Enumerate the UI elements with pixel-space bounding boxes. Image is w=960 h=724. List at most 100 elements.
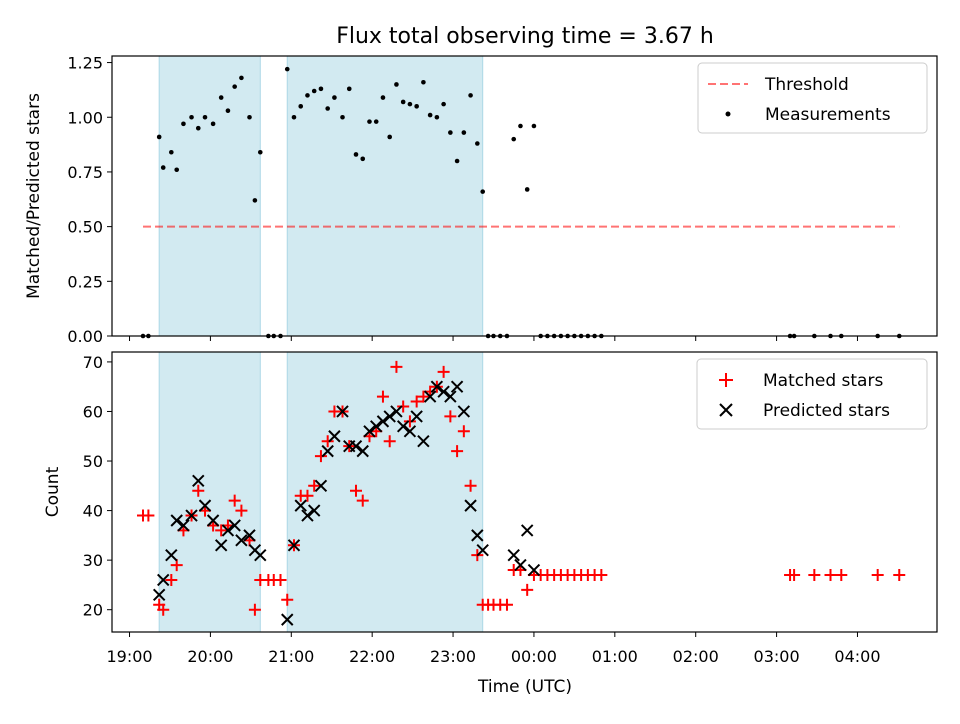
measurement-point (387, 134, 392, 140)
measurement-point (325, 106, 330, 111)
x-tick-label: 03:00 (754, 647, 800, 666)
measurement-point (298, 104, 304, 109)
matched-star-point (437, 365, 450, 378)
measurement-point (340, 114, 345, 120)
matched-star-point (444, 410, 457, 423)
predicted-star-point (206, 514, 220, 527)
matched-star-point (308, 479, 321, 492)
top-y-ticks: 0.00 0.25 0.50 0.75 1.00 1.25 (67, 54, 112, 346)
x-tick-label: 01:00 (592, 647, 638, 666)
matched-star-point (228, 494, 241, 507)
y-tick-label: 0.75 (67, 163, 103, 182)
measurement-point (311, 88, 317, 94)
matched-star-point (142, 509, 155, 522)
matched-star-point (235, 504, 248, 517)
predicted-star-point (527, 563, 541, 577)
y-tick-label: 1.25 (67, 54, 103, 73)
predicted-star-point (314, 479, 328, 493)
matched-star-point (403, 415, 416, 428)
measurement-point (360, 156, 366, 162)
measurement-point (174, 167, 180, 173)
measurement-point (284, 66, 290, 72)
y-tick-label: 0.25 (67, 272, 103, 291)
predicted-star-point (444, 390, 457, 403)
measurement-point (531, 123, 537, 129)
matched-star-point (835, 569, 848, 582)
predicted-star-point (403, 425, 417, 438)
measurement-point (511, 136, 517, 142)
bottom-legend-frame (696, 358, 928, 430)
legend-threshold-label: Threshold (764, 75, 849, 95)
matched-star-point (157, 603, 170, 616)
predicted-star-point (457, 405, 471, 418)
measurement-point (421, 79, 426, 85)
chart-title: Flux total observing time = 3.67 h (336, 24, 714, 49)
predicted-star-point (520, 524, 534, 537)
predicted-star-point (254, 548, 267, 562)
predicted-star-point (417, 434, 430, 448)
bottom-x-ticks: 19:00 20:00 21:00 22:00 23:00 00:00 01:00 02:00… (106, 632, 881, 666)
legend-matched-label: Matched stars (763, 371, 883, 391)
predicted-star-point (410, 410, 423, 423)
measurement-point (394, 82, 399, 87)
y-tick-label: 20 (83, 601, 103, 620)
predicted-star-point (370, 420, 383, 433)
measurement-point (232, 84, 237, 89)
measurement-point (414, 104, 419, 109)
predicted-star-point (321, 444, 334, 458)
predicted-star-point (221, 524, 235, 537)
measurement-point (169, 149, 174, 155)
matched-star-point (215, 524, 228, 537)
y-tick-label: 0.50 (67, 218, 103, 237)
x-tick-label: 19:00 (106, 647, 152, 666)
predicted-star-point (281, 613, 294, 626)
measurement-point (427, 112, 433, 118)
predicted-star-point (376, 415, 390, 428)
y-tick-label: 60 (83, 402, 103, 421)
predicted-star-point (383, 410, 396, 423)
legend-matched-marker (719, 373, 733, 387)
shaded-interval (158, 351, 261, 633)
matched-star-point (390, 360, 403, 373)
bottom-axes-frame (111, 351, 938, 633)
measurement-point (346, 86, 352, 92)
measurement-point (475, 141, 480, 146)
x-tick-label: 23:00 (430, 647, 476, 666)
measurement-point (181, 121, 186, 127)
y-tick-label: 40 (83, 502, 103, 521)
top-axes-frame (111, 55, 938, 337)
matched-star-point (871, 569, 884, 582)
measurement-point (480, 189, 486, 194)
measurement-point (156, 134, 162, 140)
measurement-point (210, 121, 216, 127)
predicted-star-point (356, 444, 369, 458)
predicted-star-point (363, 425, 376, 438)
measurement-point (448, 130, 453, 135)
x-tick-label: 21:00 (268, 647, 314, 666)
predicted-star-point (437, 385, 450, 398)
matched-star-point (595, 569, 608, 582)
measurement-point (252, 198, 258, 203)
matched-star-point (457, 425, 470, 438)
predicted-star-point (390, 405, 403, 418)
measurement-point (291, 114, 297, 120)
predicted-star-point (430, 380, 444, 393)
x-tick-label: 00:00 (511, 647, 557, 666)
matched-star-point (321, 435, 334, 448)
matched-star-point (383, 435, 396, 448)
measurement-point (239, 75, 244, 81)
x-axis-label: Time (UTC) (477, 677, 572, 697)
predicted-star-point (294, 499, 307, 512)
y-tick-label: 70 (83, 353, 103, 372)
x-tick-label: 20:00 (187, 647, 233, 666)
predicted-star-point (165, 548, 178, 562)
predicted-star-point (301, 509, 314, 522)
matched-star-point (410, 395, 423, 408)
top-panel: 0.00 0.25 0.50 0.75 1.00 1.25 Matched/Predict… (24, 54, 938, 346)
y-tick-label: 30 (83, 551, 103, 570)
predicted-star-point (471, 529, 484, 542)
matched-star-point (788, 569, 801, 582)
measurement-point (441, 101, 446, 107)
matched-star-point (248, 603, 261, 616)
